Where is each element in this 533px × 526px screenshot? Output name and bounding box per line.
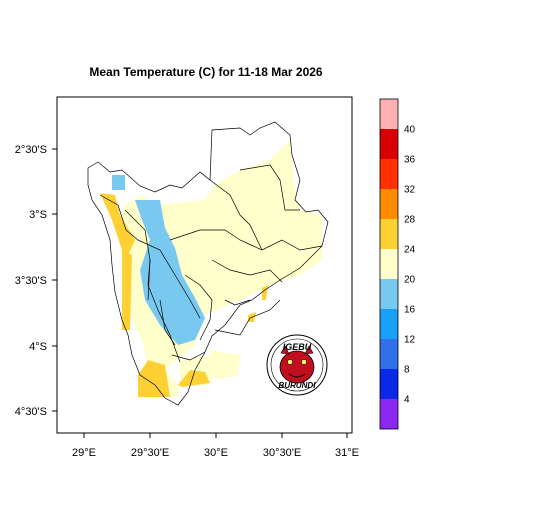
logo-bottom-text: BURUNDI [279,381,317,390]
colorbar-label: 36 [404,155,416,166]
colorbar-swatch [380,369,398,399]
lat-tick-label: 3°30'S [15,275,47,287]
leopard-head-icon [279,350,315,384]
colorbar-swatch [380,339,398,369]
map-title: Mean Temperature (C) for 11-18 Mar 2026 [89,65,323,79]
lon-axis [83,433,348,438]
colorbar-swatch [380,279,398,309]
colorbar-label: 12 [404,335,416,346]
colorbar-label: 16 [404,305,416,316]
colorbar-swatch [380,249,398,279]
colorbar-swatch [380,309,398,339]
colorbar-swatch [380,189,398,219]
lon-tick-label: 30°E [204,447,228,459]
colorbar-swatch [380,99,398,129]
colorbar-label: 24 [404,245,416,256]
lat-tick-label: 3°S [29,209,47,221]
colorbar-label: 28 [404,215,416,226]
colorbar-swatch [380,219,398,249]
colorbar-label: 32 [404,185,416,196]
lon-tick-label: 30°30'E [263,447,301,459]
colorbar: 40 36 32 28 24 20 16 12 8 4 [379,98,416,430]
colorbar-swatch [380,159,398,189]
colorbar-outline [379,98,399,430]
lat-tick-label: 4°S [29,341,47,353]
igebu-logo: IGEBU BURUNDI [266,334,328,396]
lon-tick-label: 29°30'E [131,447,169,459]
province-boundaries [87,121,329,406]
colorbar-label: 40 [404,125,416,136]
logo-top-text: IGEBU [283,342,312,352]
temp-region-cool [112,175,205,345]
lat-axis [52,148,57,412]
lat-tick-label: 4°30'S [15,406,47,418]
colorbar-label: 20 [404,275,416,286]
colorbar-swatch [380,399,398,429]
temp-region-warm [100,193,268,397]
colorbar-label: 4 [404,395,410,406]
lon-tick-label: 29°E [72,447,96,459]
colorbar-label: 8 [404,365,410,376]
lon-tick-label: 31°E [335,447,359,459]
lat-tick-label: 2°30'S [15,144,47,156]
colorbar-swatch [380,129,398,159]
